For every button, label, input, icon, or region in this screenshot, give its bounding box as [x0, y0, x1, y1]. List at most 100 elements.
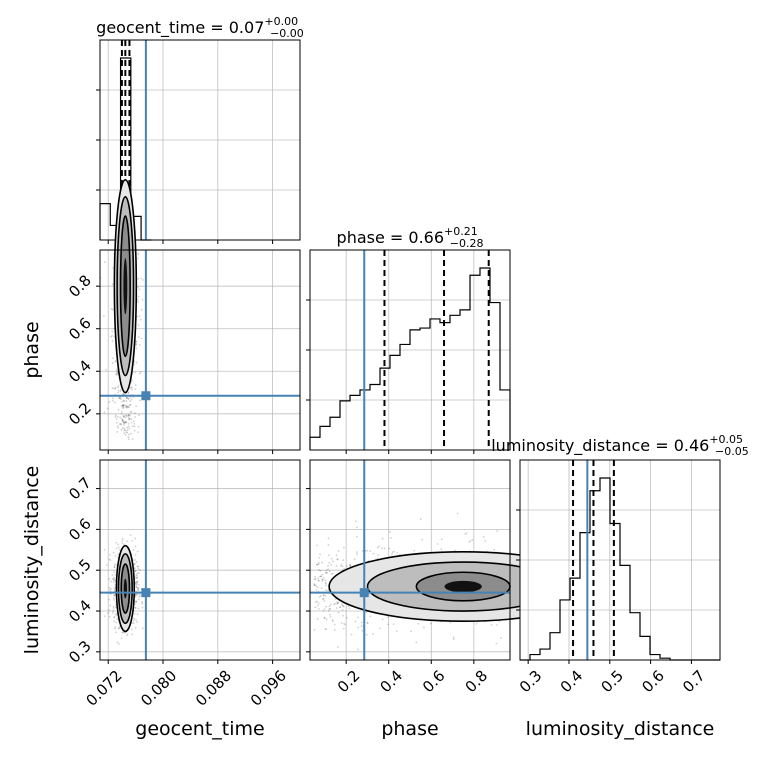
- scatter-point: [108, 401, 111, 403]
- scatter-point: [135, 347, 138, 350]
- scatter-point: [112, 607, 115, 610]
- scatter-point: [112, 577, 114, 580]
- scatter-point: [132, 420, 135, 423]
- scatter-point: [118, 397, 120, 400]
- scatter-point: [123, 415, 126, 418]
- scatter-point: [111, 340, 114, 342]
- scatter-point: [131, 425, 134, 428]
- scatter-point: [317, 563, 320, 566]
- scatter-point: [321, 578, 324, 581]
- scatter-point: [495, 642, 498, 645]
- scatter-point: [440, 548, 443, 550]
- scatter-point: [133, 612, 136, 615]
- scatter-point: [136, 583, 138, 585]
- scatter-point: [125, 404, 128, 407]
- scatter-point: [135, 340, 138, 343]
- scatter-point: [122, 406, 125, 409]
- contour-2: [113, 178, 138, 394]
- scatter-point: [126, 405, 128, 408]
- scatter-point: [122, 416, 125, 418]
- scatter-point: [125, 414, 127, 417]
- scatter-point: [123, 432, 126, 435]
- scatter-point: [128, 427, 131, 430]
- scatter-point: [116, 431, 119, 433]
- scatter-point: [132, 549, 135, 551]
- scatter-point: [340, 565, 342, 568]
- scatter-point: [112, 397, 114, 400]
- scatter-point: [137, 431, 139, 434]
- scatter-point: [133, 567, 136, 570]
- scatter-point: [127, 414, 130, 417]
- scatter-point: [102, 315, 105, 318]
- scatter-point: [134, 563, 136, 566]
- scatter-point: [333, 603, 336, 606]
- scatter-point: [122, 405, 124, 408]
- scatter-point: [141, 602, 144, 605]
- scatter-point: [134, 537, 137, 540]
- scatter-point: [129, 403, 132, 406]
- scatter-point: [115, 372, 118, 375]
- scatter-point: [108, 586, 111, 589]
- scatter-point: [115, 612, 118, 615]
- scatter-point: [115, 621, 118, 624]
- scatter-point: [313, 584, 316, 587]
- scatter-point: [321, 578, 324, 581]
- scatter-point: [423, 626, 425, 629]
- scatter-point: [365, 611, 368, 613]
- yticklabel-luminosity_distance: 0.7: [65, 474, 95, 504]
- scatter-point: [112, 551, 115, 554]
- scatter-point: [356, 526, 358, 529]
- scatter-point: [129, 400, 132, 402]
- scatter-point: [109, 559, 112, 562]
- scatter-point: [121, 427, 124, 430]
- scatter-point: [136, 576, 138, 579]
- scatter-point: [130, 398, 133, 401]
- scatter-point: [417, 622, 420, 625]
- scatter-point: [347, 605, 350, 608]
- scatter-point: [321, 561, 324, 564]
- scatter-point: [330, 557, 333, 560]
- xticklabel-geocent_time: 0.080: [137, 667, 180, 710]
- scatter-point: [129, 534, 132, 537]
- scatter-point: [127, 391, 130, 394]
- scatter-point: [116, 641, 119, 644]
- scatter-point: [123, 400, 125, 402]
- yticklabel-luminosity_distance: 0.6: [65, 515, 95, 545]
- scatter-point: [340, 603, 343, 605]
- scatter-point: [113, 579, 116, 582]
- xticklabel-geocent_time: 0.088: [192, 667, 235, 710]
- scatter-point: [395, 630, 398, 633]
- scatter-point: [475, 622, 478, 625]
- scatter-point: [121, 537, 124, 540]
- scatter-point: [134, 416, 137, 418]
- scatter-point: [122, 407, 125, 410]
- scatter-point: [120, 428, 123, 431]
- scatter-point: [118, 548, 121, 551]
- scatter-point: [130, 381, 133, 383]
- scatter-point: [137, 425, 140, 428]
- scatter-point: [135, 344, 138, 346]
- scatter-point: [111, 357, 114, 360]
- scatter-point: [317, 586, 319, 589]
- scatter-point: [393, 550, 395, 553]
- scatter-point: [129, 411, 132, 414]
- scatter-point: [109, 604, 112, 607]
- scatter-point: [113, 571, 116, 574]
- scatter-point: [113, 620, 115, 623]
- scatter-point: [113, 599, 115, 601]
- scatter-point: [336, 558, 339, 561]
- scatter-point: [130, 628, 133, 631]
- scatter-point: [490, 623, 493, 626]
- scatter-point: [119, 416, 121, 419]
- scatter-point: [125, 396, 128, 399]
- scatter-point: [319, 569, 322, 572]
- scatter-point: [327, 565, 329, 568]
- panel-geocent_time-luminosity_distance: [96, 459, 301, 664]
- scatter-point: [133, 429, 136, 432]
- scatter-point: [381, 537, 384, 540]
- scatter-point: [329, 607, 332, 610]
- scatter-point: [109, 553, 112, 556]
- scatter-point: [317, 602, 320, 605]
- scatter-point: [386, 616, 389, 619]
- scatter-point: [127, 406, 130, 409]
